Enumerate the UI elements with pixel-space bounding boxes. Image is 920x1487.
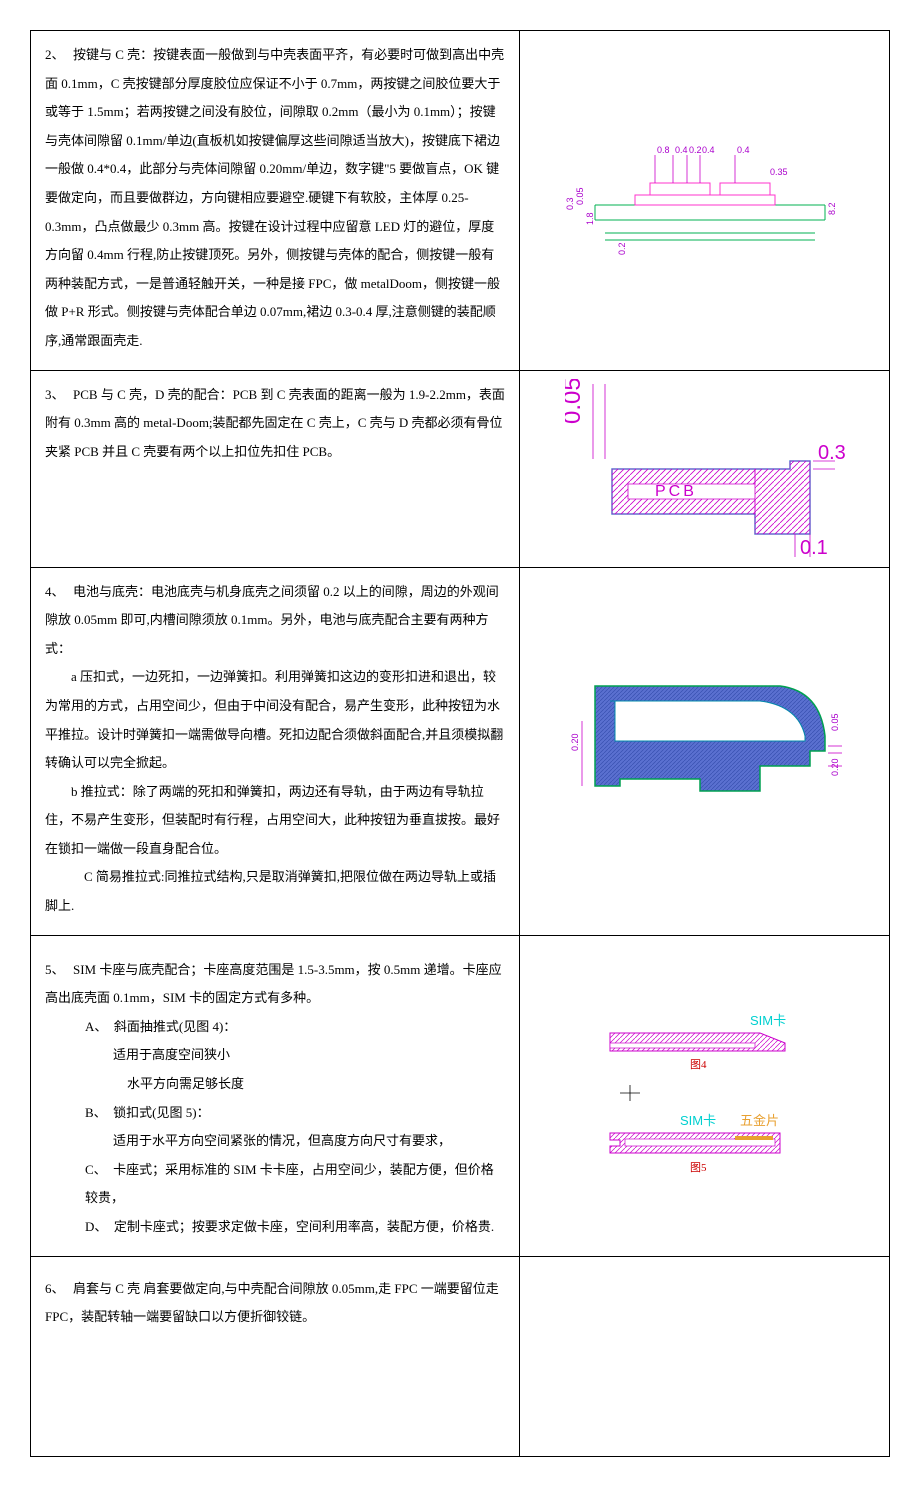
row-6-text: 6、肩套与 C 壳 肩套要做定向,与中壳配合间隙放 0.05mm,走 FPC 一…: [31, 1257, 520, 1456]
sim-label-4: SIM卡: [750, 1013, 786, 1028]
row-2-text: 2、按键与 C 壳：按键表面一般做到与中壳表面平齐，有必要时可做到高出中壳面 0…: [31, 31, 520, 370]
fig5-label: 图5: [690, 1161, 707, 1174]
row-2: 2、按键与 C 壳：按键表面一般做到与中壳表面平齐，有必要时可做到高出中壳面 0…: [30, 30, 890, 371]
row-2-num: 2、: [45, 41, 73, 70]
row-3-num: 3、: [45, 381, 73, 410]
dim-0.4a: 0.4: [675, 145, 688, 155]
row-4-diagram: 0.20 0.05 0.20: [520, 568, 889, 935]
dim-0.2b: 0.2: [617, 243, 627, 256]
dim-0.4b: 0.4: [702, 145, 715, 155]
spec-table: 2、按键与 C 壳：按键表面一般做到与中壳表面平齐，有必要时可做到高出中壳面 0…: [30, 30, 890, 1457]
row-6: 6、肩套与 C 壳 肩套要做定向,与中壳配合间隙放 0.05mm,走 FPC 一…: [30, 1257, 890, 1457]
row-4-p1: a 压扣式，一边死扣，一边弹簧扣。利用弹簧扣这边的变形扣进和退出，较为常用的方式…: [45, 663, 505, 777]
dim-0.2a: 0.2: [689, 145, 702, 155]
row-6-body: 肩套与 C 壳 肩套要做定向,与中壳配合间隙放 0.05mm,走 FPC 一端要…: [45, 1281, 499, 1325]
row-5-num: 5、: [45, 956, 73, 985]
diagram-battery: 0.20 0.05 0.20: [560, 661, 850, 841]
row-6-diagram: [520, 1257, 889, 1456]
item-c-label: C、: [85, 1162, 107, 1177]
row-5: 5、SIM 卡座与底壳配合；卡座高度范围是 1.5-3.5mm，按 0.5mm …: [30, 936, 890, 1257]
item-b-title: 锁扣式(见图 5)：: [113, 1105, 209, 1120]
row-2-body: 按键与 C 壳：按键表面一般做到与中壳表面平齐，有必要时可做到高出中壳面 0.1…: [45, 47, 504, 348]
item-d-title: 定制卡座式；按要求定做卡座，空间利用率高，装配方便，价格贵.: [114, 1219, 494, 1234]
item-b-label: B、: [85, 1105, 107, 1120]
item-a-l0: 适用于高度空间狭小: [45, 1041, 505, 1070]
dim-0.35: 0.35: [770, 167, 788, 177]
diagram-sim-5: SIM卡 五金片 图5: [585, 1113, 825, 1178]
row-5-text: 5、SIM 卡座与底壳配合；卡座高度范围是 1.5-3.5mm，按 0.5mm …: [31, 936, 520, 1256]
cross-marker: [585, 1083, 825, 1103]
diagram-pcb: 0.05 PCB: [565, 379, 845, 559]
dim-0.1: 0.1: [800, 537, 828, 559]
row-3-text: 3、PCB 与 C 壳，D 壳的配合：PCB 到 C 壳表面的距离一般为 1.9…: [31, 371, 520, 567]
dim-0.3: 0.3: [565, 198, 575, 211]
diagram-keys: 0.8 0.4 0.2 0.4 0.4 0.35 0.3 0.05 1.8 0.…: [565, 115, 845, 285]
dim-1.8: 1.8: [585, 213, 595, 226]
row-3-diagram: 0.05 PCB: [520, 371, 889, 567]
item-a-label: A、: [85, 1019, 107, 1034]
sim-label-5: SIM卡: [680, 1113, 716, 1128]
gold-label: 五金片: [740, 1113, 779, 1128]
pcb-label: PCB: [655, 483, 697, 500]
dim-0.20b: 0.20: [830, 759, 840, 777]
dim-0.4c: 0.4: [737, 145, 750, 155]
fig4-label: 图4: [690, 1058, 707, 1071]
dim-8.2: 8.2: [827, 203, 837, 216]
item-d-label: D、: [85, 1219, 107, 1234]
diagram-sim-4: SIM卡 图4: [585, 1013, 825, 1073]
row-4-p3: C 简易推拉式:同推拉式结构,只是取消弹簧扣,把限位做在两边导轨上或插脚上.: [45, 863, 505, 920]
row-4-text: 4、电池与底壳：电池底壳与机身底壳之间须留 0.2 以上的间隙，周边的外观间隙放…: [31, 568, 520, 935]
item-b-l0: 适用于水平方向空间紧张的情况，但高度方向尺寸有要求，: [45, 1127, 505, 1156]
row-2-diagram: 0.8 0.4 0.2 0.4 0.4 0.35 0.3 0.05 1.8 0.…: [520, 31, 889, 370]
dim-0.8: 0.8: [657, 145, 670, 155]
dim-0.05-large: 0.05: [565, 379, 586, 424]
row-6-num: 6、: [45, 1275, 73, 1304]
row-5-diagram: SIM卡 图4 SIM卡 五金片 图5: [520, 936, 889, 1256]
dim-0.05: 0.05: [830, 714, 840, 732]
row-4-p2: b 推拉式：除了两端的死扣和弹簧扣，两边还有导轨，由于两边有导轨拉住，不易产生变…: [45, 778, 505, 864]
row-4: 4、电池与底壳：电池底壳与机身底壳之间须留 0.2 以上的间隙，周边的外观间隙放…: [30, 568, 890, 936]
row-3: 3、PCB 与 C 壳，D 壳的配合：PCB 到 C 壳表面的距离一般为 1.9…: [30, 371, 890, 568]
row-5-intro: SIM 卡座与底壳配合；卡座高度范围是 1.5-3.5mm，按 0.5mm 递增…: [45, 962, 502, 1006]
row-3-body: PCB 与 C 壳，D 壳的配合：PCB 到 C 壳表面的距离一般为 1.9-2…: [45, 387, 505, 459]
item-a-title: 斜面抽推式(见图 4)：: [114, 1019, 236, 1034]
dim-0.20a: 0.20: [570, 734, 580, 752]
dim-0.05: 0.05: [575, 188, 585, 206]
item-a-l1: 水平方向需足够长度: [45, 1070, 505, 1099]
item-c-title: 卡座式；采用标准的 SIM 卡卡座，占用空间少，装配方便，但价格较贵，: [85, 1162, 494, 1206]
row-4-num: 4、: [45, 578, 73, 607]
row-4-p0: 电池与底壳：电池底壳与机身底壳之间须留 0.2 以上的间隙，周边的外观间隙放 0…: [45, 584, 499, 656]
